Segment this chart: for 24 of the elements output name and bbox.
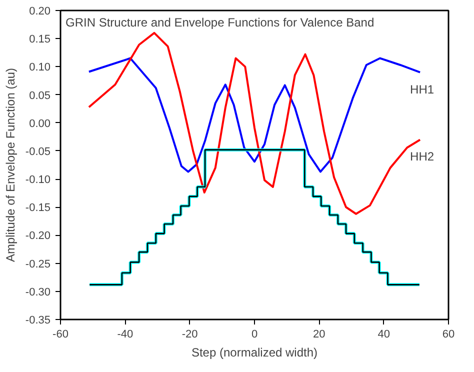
y-tick-label: 0.10 (29, 62, 51, 74)
y-tick-label: -0.20 (25, 230, 51, 242)
x-tick-label: -40 (117, 328, 134, 340)
x-tick-label: 40 (378, 328, 390, 340)
x-tick-label: 20 (313, 328, 326, 340)
y-tick-label: -0.35 (25, 314, 51, 326)
y-tick-label: 0.20 (29, 6, 51, 18)
y-tick-label: -0.25 (25, 258, 51, 270)
y-axis-title: Amplitude of Envelope Function (au) (3, 68, 18, 262)
y-tick-label: -0.30 (25, 286, 51, 298)
y-tick-label: 0.00 (29, 118, 51, 130)
y-tick-label: 0.05 (29, 90, 51, 102)
y-tick-label: -0.05 (25, 146, 51, 158)
x-tick-label: -60 (52, 328, 68, 340)
y-tick-label: -0.15 (25, 202, 51, 214)
x-tick-label: 60 (442, 328, 455, 340)
y-tick-label: 0.15 (29, 34, 51, 46)
x-tick-label: -20 (182, 328, 198, 340)
series-label: HH1 (410, 82, 434, 96)
text: GRIN Structure and Envelope Functions for Valence Band (66, 16, 374, 30)
x-axis-title: Step (normalized width) (191, 346, 318, 360)
x-tick-label: 0 (251, 328, 258, 340)
series-label: HH2 (410, 150, 434, 164)
y-tick-label: -0.10 (25, 174, 51, 186)
